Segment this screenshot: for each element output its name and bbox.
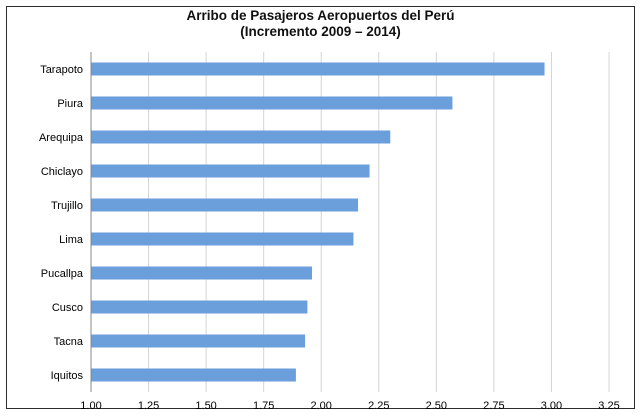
- x-tick-label: 1.75: [253, 400, 274, 412]
- x-tick-label: 3.25: [598, 400, 619, 412]
- category-label: Trujillo: [51, 200, 83, 212]
- category-label: Lima: [59, 234, 84, 246]
- x-tick-label: 1.25: [138, 400, 159, 412]
- bar: [91, 266, 313, 280]
- x-tick-label: 2.25: [368, 400, 389, 412]
- bar: [91, 62, 545, 76]
- chart-subtitle: (Incremento 2009 – 2014): [240, 24, 401, 39]
- category-label: Arequipa: [39, 132, 84, 144]
- bar: [91, 164, 370, 178]
- bar: [91, 198, 359, 212]
- category-label: Iquitos: [51, 370, 84, 382]
- x-tick-label: 2.75: [483, 400, 504, 412]
- x-tick-label: 3.00: [541, 400, 562, 412]
- chart-title-block: Arribo de Pasajeros Aeropuertos del Perú…: [0, 8, 641, 40]
- bar: [91, 232, 354, 246]
- bar: [91, 334, 306, 348]
- category-label: Pucallpa: [41, 268, 84, 280]
- x-tick-label: 1.00: [80, 400, 101, 412]
- bar: [91, 130, 391, 144]
- x-tick-label: 2.50: [426, 400, 447, 412]
- x-tick-label: 2.00: [311, 400, 332, 412]
- category-label: Cusco: [52, 302, 83, 314]
- x-tick-label: 1.50: [195, 400, 216, 412]
- bar: [91, 96, 453, 110]
- chart-title: Arribo de Pasajeros Aeropuertos del Perú: [186, 8, 455, 23]
- bar: [91, 368, 296, 382]
- category-label: Tacna: [54, 336, 84, 348]
- category-label: Chiclayo: [41, 166, 83, 178]
- category-label: Piura: [57, 98, 84, 110]
- bar: [91, 300, 308, 314]
- category-label: Tarapoto: [40, 64, 83, 76]
